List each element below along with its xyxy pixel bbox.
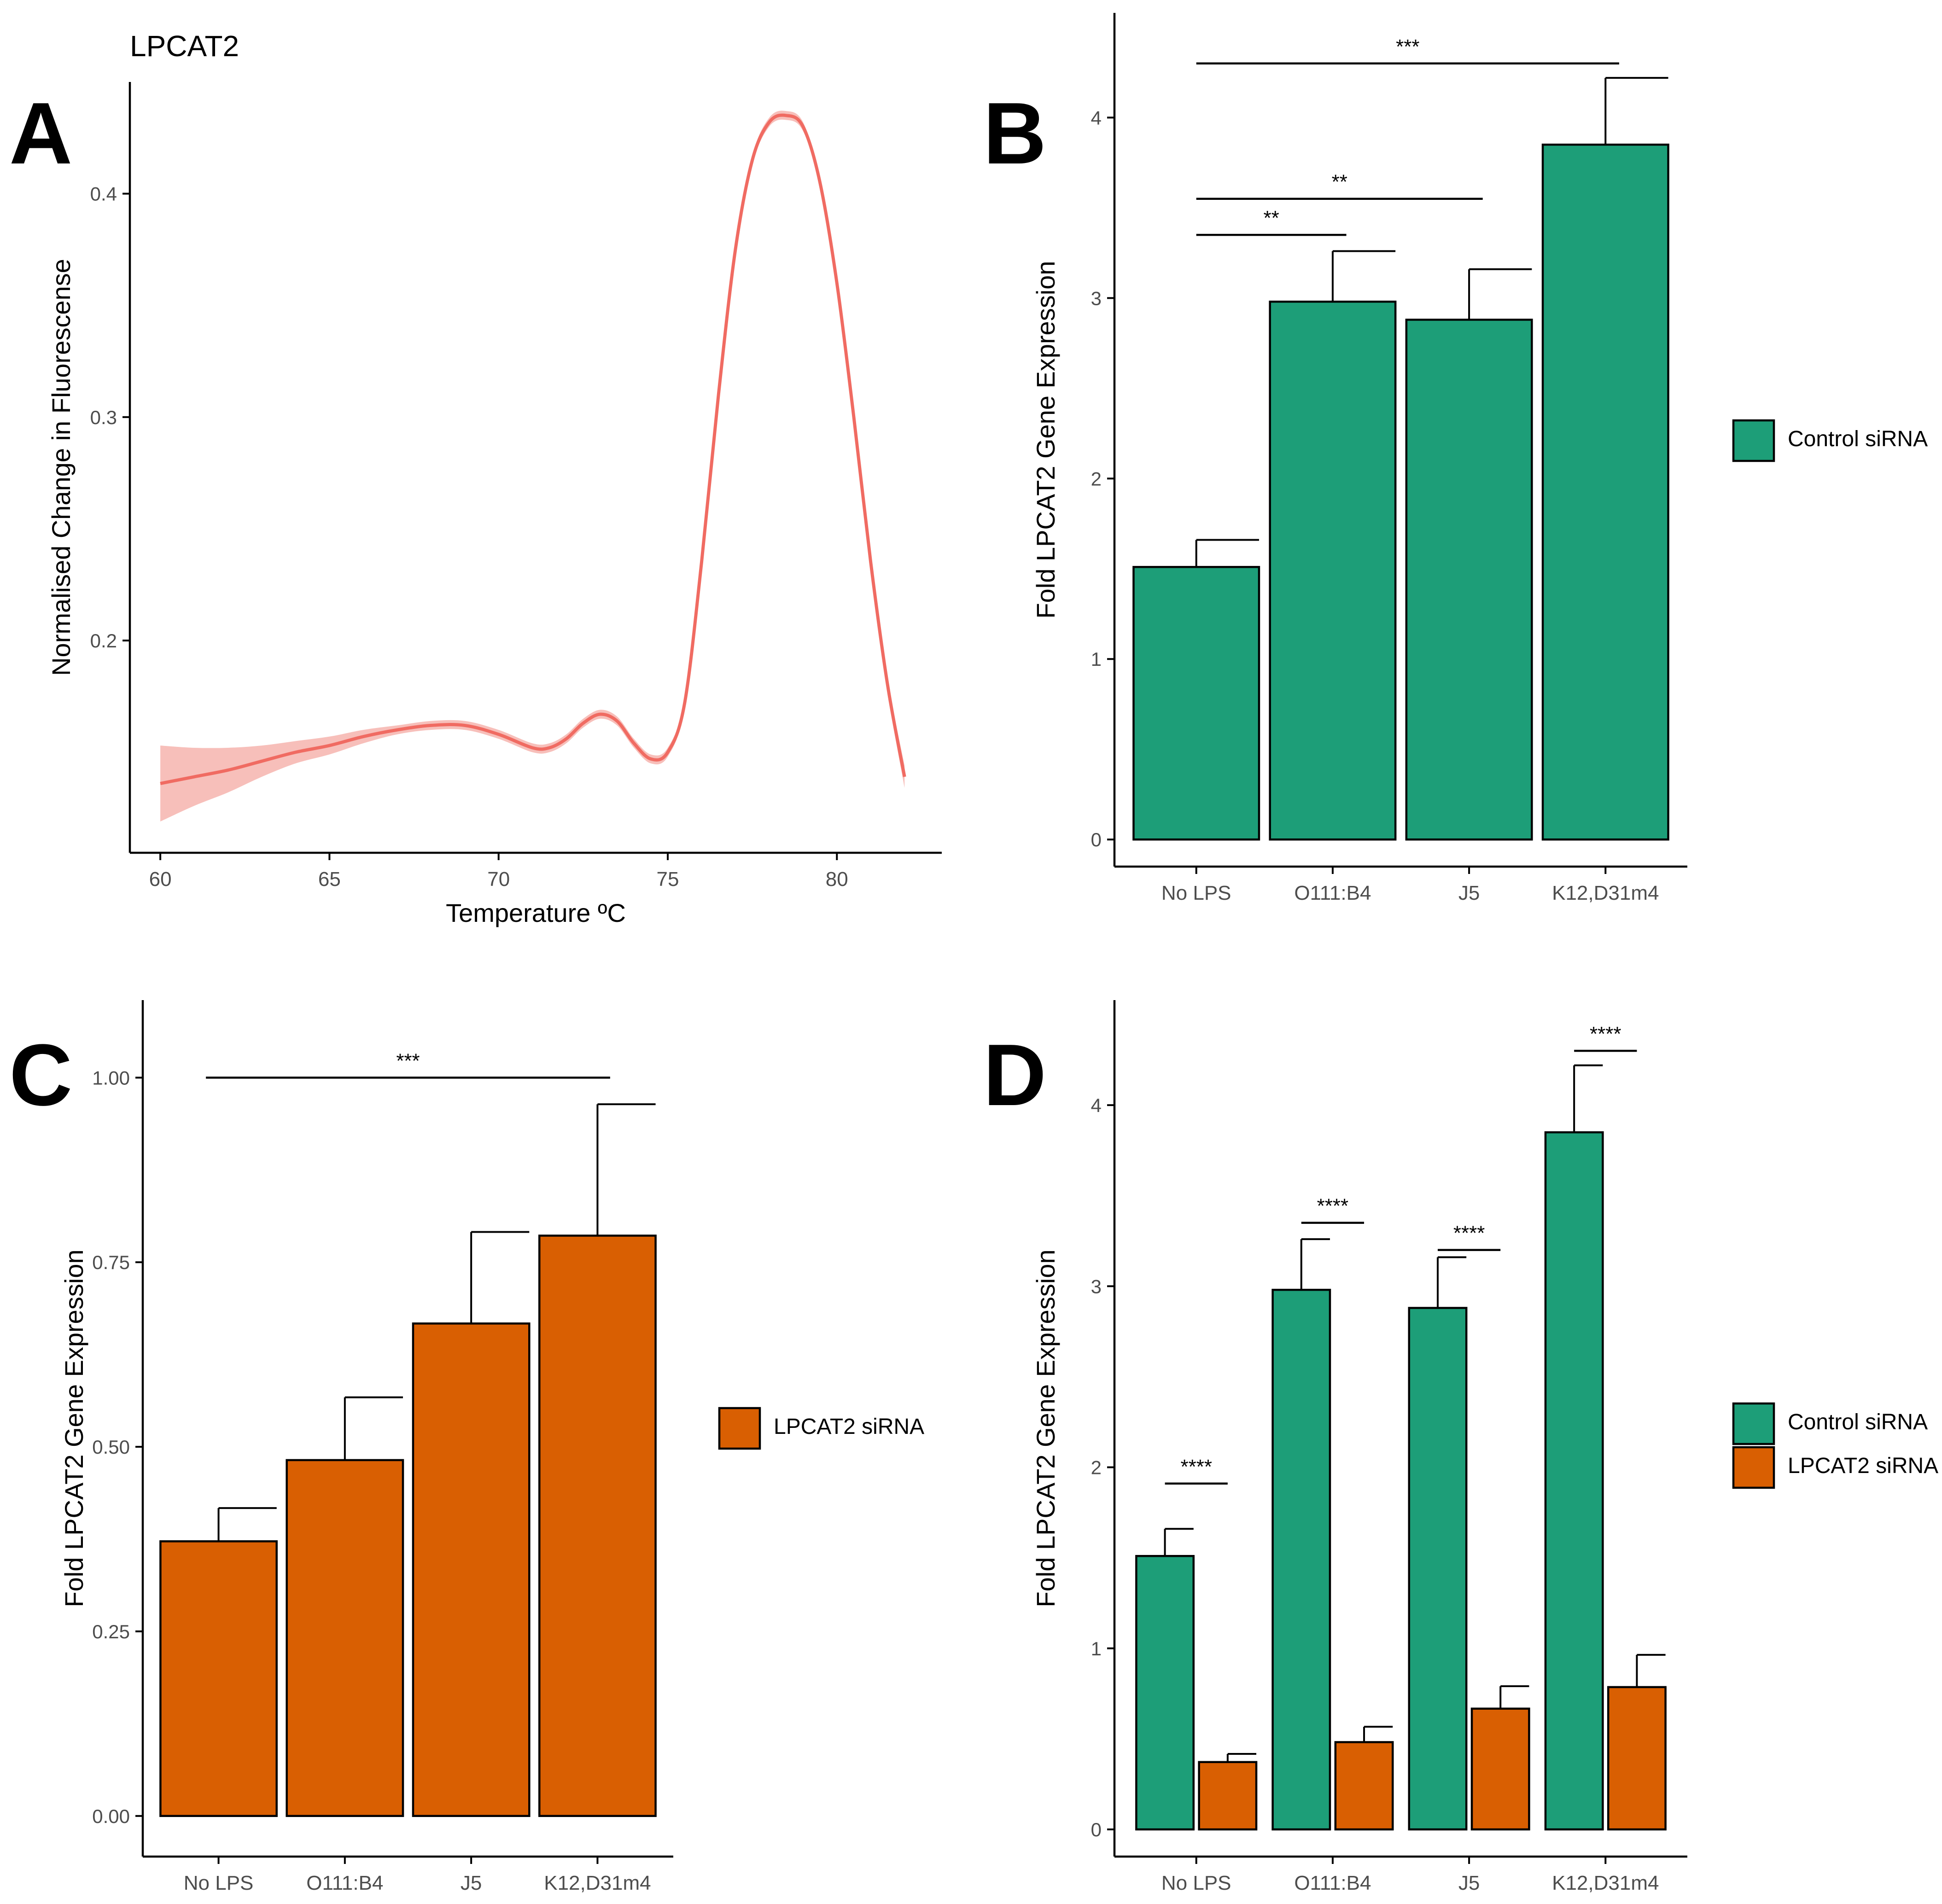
panel-label-d: D bbox=[983, 1026, 1046, 1124]
y-tick-label: 0.4 bbox=[90, 183, 117, 205]
x-tick-label: 80 bbox=[826, 868, 848, 891]
bar-control-sirna bbox=[1541, 143, 1669, 841]
bar-lpcat2-sirna bbox=[159, 1540, 278, 1817]
legend-swatch bbox=[1732, 1402, 1775, 1445]
legend: Control siRNA LPCAT2 siRNA bbox=[1732, 1402, 1938, 1489]
x-tick-label: No LPS bbox=[184, 1872, 254, 1894]
y-tick-label: 4 bbox=[1091, 107, 1102, 128]
legend-label: Control siRNA bbox=[1788, 427, 1928, 451]
bar-control-sirna bbox=[1132, 566, 1260, 841]
x-tick-label: O111:B4 bbox=[306, 1872, 383, 1894]
panel-label-a: A bbox=[9, 85, 72, 182]
melt-curve-line bbox=[160, 113, 906, 786]
x-tick-label: 70 bbox=[487, 868, 510, 891]
y-tick-label: 0.3 bbox=[90, 407, 117, 428]
x-tick-label: 60 bbox=[149, 868, 172, 891]
y-tick-label: 3 bbox=[1091, 287, 1102, 309]
bar-lpcat2-sirna bbox=[1470, 1707, 1530, 1831]
legend-swatch bbox=[718, 1407, 761, 1450]
x-tick-label: K12,D31m4 bbox=[1552, 882, 1659, 904]
panel-b: 0 1 2 3 4 No LPS O111:B4 J5 K12,D31m4 Fold LPCAT2… bbox=[983, 13, 1928, 904]
panel-a: 0.2 0.3 0.4 60 65 70 75 80 Normalised Change in … bbox=[9, 29, 942, 927]
significance-label: *** bbox=[396, 1049, 420, 1072]
y-tick-label: 1 bbox=[1091, 648, 1102, 670]
x-tick-label: K12,D31m4 bbox=[1552, 1872, 1659, 1894]
bar-control-sirna bbox=[1405, 319, 1533, 841]
y-axis-title: Normalised Change in Fluorescense bbox=[47, 259, 76, 676]
y-tick-label: 0 bbox=[1091, 829, 1102, 850]
y-tick-label: 1 bbox=[1091, 1638, 1102, 1659]
bar-control-sirna bbox=[1269, 300, 1397, 841]
y-axis-title: Fold LPCAT2 Gene Expression bbox=[59, 1249, 88, 1607]
x-tick-label: 65 bbox=[318, 868, 341, 891]
bar-lpcat2-sirna bbox=[1607, 1686, 1667, 1831]
significance-label: **** bbox=[1317, 1195, 1349, 1217]
chart-title: LPCAT2 bbox=[130, 29, 239, 63]
legend-label: LPCAT2 siRNA bbox=[774, 1415, 924, 1439]
y-axis-title: Fold LPCAT2 Gene Expression bbox=[1031, 261, 1060, 618]
bar-lpcat2-sirna bbox=[286, 1459, 404, 1817]
significance-label: **** bbox=[1590, 1023, 1621, 1045]
y-tick-label: 2 bbox=[1091, 468, 1102, 489]
bar-lpcat2-sirna bbox=[1198, 1761, 1258, 1831]
significance-label: ** bbox=[1263, 207, 1279, 229]
panel-label-b: B bbox=[983, 85, 1046, 182]
bar-lpcat2-sirna bbox=[1334, 1741, 1394, 1831]
bar-lpcat2-sirna bbox=[538, 1234, 657, 1817]
significance-label: **** bbox=[1180, 1456, 1212, 1478]
y-tick-label: 2 bbox=[1091, 1457, 1102, 1479]
panel-label-c: C bbox=[9, 1026, 72, 1124]
legend-swatch bbox=[1732, 419, 1775, 462]
significance-label: *** bbox=[1396, 35, 1419, 58]
panel-c: 0.00 0.25 0.50 0.75 1.00 No LPS O111:B4 J5 K12,D… bbox=[9, 1000, 924, 1894]
y-tick-label: 0.50 bbox=[92, 1436, 130, 1458]
x-tick-label: No LPS bbox=[1161, 1872, 1231, 1894]
panel-d: 0 1 2 3 4 No LPS O111:B4 J5 K12,D31m4 Fold LPCAT2… bbox=[983, 1000, 1938, 1894]
y-tick-label: 3 bbox=[1091, 1275, 1102, 1297]
x-tick-label: K12,D31m4 bbox=[544, 1872, 651, 1894]
y-axis-title: Fold LPCAT2 Gene Expression bbox=[1031, 1249, 1060, 1607]
x-tick-label: 75 bbox=[657, 868, 679, 891]
x-tick-label: No LPS bbox=[1161, 882, 1231, 904]
significance-label: ** bbox=[1332, 171, 1347, 193]
x-tick-label: J5 bbox=[461, 1872, 482, 1894]
x-axis-title: Temperature ºC bbox=[446, 898, 626, 927]
y-tick-label: 0 bbox=[1091, 1819, 1102, 1840]
confidence-band bbox=[160, 111, 905, 822]
significance-label: **** bbox=[1453, 1222, 1485, 1245]
bar-control-sirna bbox=[1271, 1288, 1331, 1831]
legend-swatch bbox=[1732, 1446, 1775, 1489]
y-tick-label: 0.75 bbox=[92, 1252, 130, 1273]
bar-control-sirna bbox=[1544, 1131, 1604, 1831]
bar-lpcat2-sirna bbox=[412, 1322, 531, 1817]
x-tick-label: J5 bbox=[1458, 1872, 1480, 1894]
y-tick-label: 1.00 bbox=[92, 1067, 130, 1089]
y-tick-label: 4 bbox=[1091, 1095, 1102, 1116]
legend-label: Control siRNA bbox=[1788, 1410, 1928, 1434]
x-tick-label: O111:B4 bbox=[1294, 882, 1371, 904]
legend-label: LPCAT2 siRNA bbox=[1788, 1454, 1938, 1478]
y-tick-label: 0.00 bbox=[92, 1805, 130, 1827]
legend: Control siRNA bbox=[1732, 419, 1928, 462]
bar-control-sirna bbox=[1408, 1307, 1468, 1831]
y-tick-label: 0.25 bbox=[92, 1621, 130, 1642]
x-tick-label: O111:B4 bbox=[1294, 1872, 1371, 1894]
bar-control-sirna bbox=[1135, 1555, 1195, 1831]
legend: LPCAT2 siRNA bbox=[718, 1407, 924, 1450]
y-tick-label: 0.2 bbox=[90, 630, 117, 652]
x-tick-label: J5 bbox=[1458, 882, 1480, 904]
